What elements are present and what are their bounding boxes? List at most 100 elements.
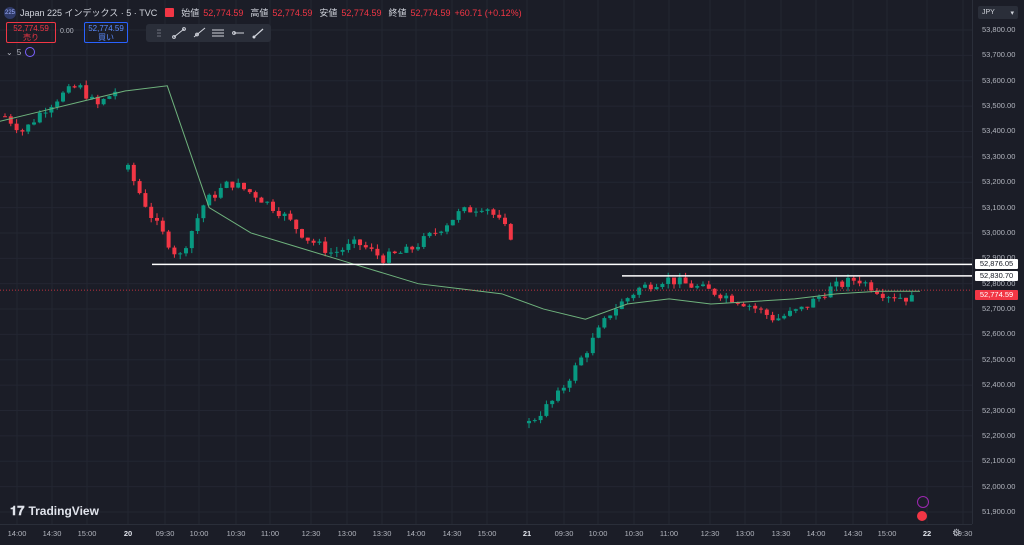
tv-logo-icon: 𝟏𝟕 <box>10 503 25 518</box>
brand-name: TradingView <box>28 504 99 518</box>
candle-body <box>66 86 71 93</box>
candle-body <box>857 280 862 284</box>
candle-body <box>404 246 409 253</box>
open-value: 52,774.59 <box>203 7 244 18</box>
price-tick-label: 52,800.00 <box>982 278 1016 288</box>
time-tick-label: 12:30 <box>301 529 321 538</box>
candle-body <box>352 239 357 244</box>
time-tick-label: 14:00 <box>806 529 826 538</box>
candle-body <box>497 214 502 218</box>
buy-button[interactable]: 52,774.59 買い <box>84 22 128 43</box>
currency-select[interactable]: JPY ▾ <box>978 6 1018 19</box>
candle-body <box>579 357 584 366</box>
sell-button[interactable]: 52,774.59 売り <box>6 22 56 43</box>
price-tick-label: 53,000.00 <box>982 227 1016 237</box>
tradingview-logo[interactable]: 𝟏𝟕 TradingView <box>10 503 99 519</box>
candle-body <box>160 220 165 232</box>
time-tick-label: 11:00 <box>260 529 280 538</box>
candle-body <box>311 240 316 243</box>
candle-body <box>387 251 391 263</box>
candle-body <box>672 277 676 285</box>
candle-body <box>851 277 856 281</box>
candle-body <box>334 251 339 253</box>
price-tick-label: 53,500.00 <box>982 101 1016 111</box>
candle-body <box>137 181 142 194</box>
chevron-down-icon[interactable]: ⌄ <box>6 47 13 57</box>
candle-body <box>166 231 171 248</box>
candle-body <box>759 308 763 310</box>
time-tick-label: 09:30 <box>953 529 973 538</box>
candle-body <box>840 281 845 287</box>
trendline-icon[interactable] <box>171 26 187 40</box>
candle-body <box>608 315 613 319</box>
candle-body <box>195 218 200 232</box>
time-tick-label: 12:30 <box>700 529 720 538</box>
price-tick-label: 53,300.00 <box>982 151 1016 161</box>
price-tick-label: 52,600.00 <box>982 329 1016 339</box>
candle-body <box>706 284 711 289</box>
time-tick-label: 13:30 <box>771 529 791 538</box>
time-tick-label: 13:00 <box>735 529 755 538</box>
time-tick-label: 14:30 <box>442 529 462 538</box>
price-tick-label: 52,300.00 <box>982 405 1016 415</box>
price-tick-label: 53,200.00 <box>982 177 1016 187</box>
brush-icon[interactable] <box>250 26 266 40</box>
time-axis[interactable] <box>0 524 972 545</box>
price-tick-label: 52,200.00 <box>982 430 1016 440</box>
price-tick-label: 53,800.00 <box>982 25 1016 34</box>
candle-body <box>172 247 177 255</box>
gear-icon[interactable]: ⚙ <box>952 528 961 539</box>
candle-body <box>822 296 827 298</box>
candle-body <box>265 201 270 203</box>
price-tick-label: 52,100.00 <box>982 456 1016 466</box>
candle-body <box>619 301 624 309</box>
candle-body <box>369 247 374 249</box>
candle-body <box>247 189 252 193</box>
candle-body <box>3 116 7 118</box>
candle-body <box>14 123 19 131</box>
candle-body <box>776 318 781 321</box>
chart-area[interactable] <box>0 0 972 524</box>
time-tick-label: 09:30 <box>554 529 574 538</box>
candle-body <box>95 96 100 105</box>
time-tick-label: 22 <box>922 529 932 538</box>
ray-icon[interactable] <box>191 26 207 40</box>
candle-body <box>346 243 351 250</box>
candle-body <box>462 207 467 212</box>
candle-body <box>909 295 914 302</box>
candle-body <box>300 229 304 238</box>
time-tick-label: 13:00 <box>337 529 357 538</box>
record-icon[interactable] <box>917 511 927 521</box>
candle-body <box>793 309 798 311</box>
price-tick-label: 52,400.00 <box>982 380 1016 390</box>
symbol-title[interactable]: Japan 225 インデックス · 5 · TVC <box>20 8 158 18</box>
candle-body <box>259 197 264 203</box>
time-tick-label: 21 <box>522 529 532 538</box>
candle-body <box>439 231 444 233</box>
horizontal-ray-icon[interactable] <box>230 26 246 40</box>
candle-body <box>508 224 513 240</box>
indicator-row[interactable]: ⌄ 5 <box>6 47 36 57</box>
candle-body <box>218 187 223 198</box>
candle-body <box>101 98 106 105</box>
candle-body <box>433 232 438 234</box>
open-label: 始値 <box>181 8 200 18</box>
candle-body <box>456 211 461 220</box>
time-tick-label: 11:00 <box>659 529 679 538</box>
chart-legend: 225 Japan 225 インデックス · 5 · TVC 始値 52,774.… <box>4 6 522 19</box>
parallel-channel-icon[interactable] <box>210 26 226 40</box>
alert-icon[interactable] <box>917 496 929 508</box>
candle-body <box>834 281 839 287</box>
grip-icon[interactable] <box>151 26 167 40</box>
candle-body <box>747 305 752 307</box>
indicator-icon[interactable] <box>25 47 36 57</box>
flag-icon[interactable] <box>165 8 175 17</box>
price-tick-label: 52,900.00 <box>982 253 1016 263</box>
candle-body <box>445 225 449 232</box>
buy-label: 買い <box>98 33 114 42</box>
price-chart[interactable] <box>0 0 972 524</box>
candle-body <box>527 420 531 424</box>
time-tick-label: 15:00 <box>77 529 97 538</box>
candle-body <box>753 305 758 309</box>
candle-body <box>805 306 810 308</box>
